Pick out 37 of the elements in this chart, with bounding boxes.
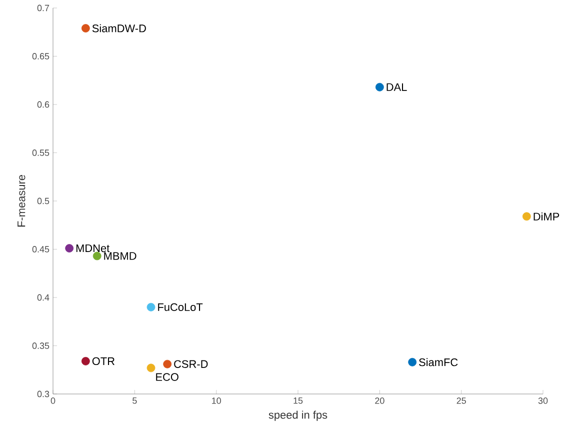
series-label: SiamFC <box>419 358 458 366</box>
point <box>375 82 384 92</box>
x-tick-label: 5 <box>132 398 137 404</box>
series-label: MBMD <box>104 252 136 260</box>
series-label: ECO <box>156 373 178 381</box>
point <box>65 244 74 252</box>
y-tick-label: 0.6 <box>37 101 50 108</box>
series-label: SiamDW-D <box>92 24 146 32</box>
y-tick-label: 0.45 <box>32 246 50 252</box>
point <box>146 364 156 372</box>
series-label: DiMP <box>534 212 560 220</box>
y-tick-label: 0.65 <box>32 53 50 60</box>
x-tick-label: 30 <box>538 398 548 404</box>
point <box>81 356 90 366</box>
x-tick-label: 20 <box>375 398 384 404</box>
series-label: FuCoLoT <box>158 303 203 312</box>
x-tick-label: 0 <box>50 398 56 404</box>
y-tick-label: 0.5 <box>37 198 50 204</box>
x-tick-label: 25 <box>456 398 466 404</box>
point <box>146 302 156 312</box>
series-label: CSR-D <box>174 360 208 368</box>
series-label: OTR <box>92 357 114 366</box>
x-tick-label: 15 <box>294 398 303 404</box>
point <box>522 212 531 221</box>
x-axis-title: speed in fps <box>268 410 328 421</box>
series-label: DAL <box>386 83 407 91</box>
y-tick-label: 0.35 <box>32 342 50 349</box>
point <box>163 360 172 368</box>
x-tick-label: 10 <box>212 398 221 404</box>
point <box>408 358 417 366</box>
y-tick-label: 0.7 <box>37 4 50 12</box>
y-tick-label: 0.55 <box>32 150 50 156</box>
point <box>81 24 90 32</box>
y-tick-label: 0.3 <box>37 390 50 398</box>
y-tick-label: 0.4 <box>37 294 50 301</box>
y-axis-title: F-measure <box>18 174 26 227</box>
series-label: MDNet <box>76 244 110 252</box>
